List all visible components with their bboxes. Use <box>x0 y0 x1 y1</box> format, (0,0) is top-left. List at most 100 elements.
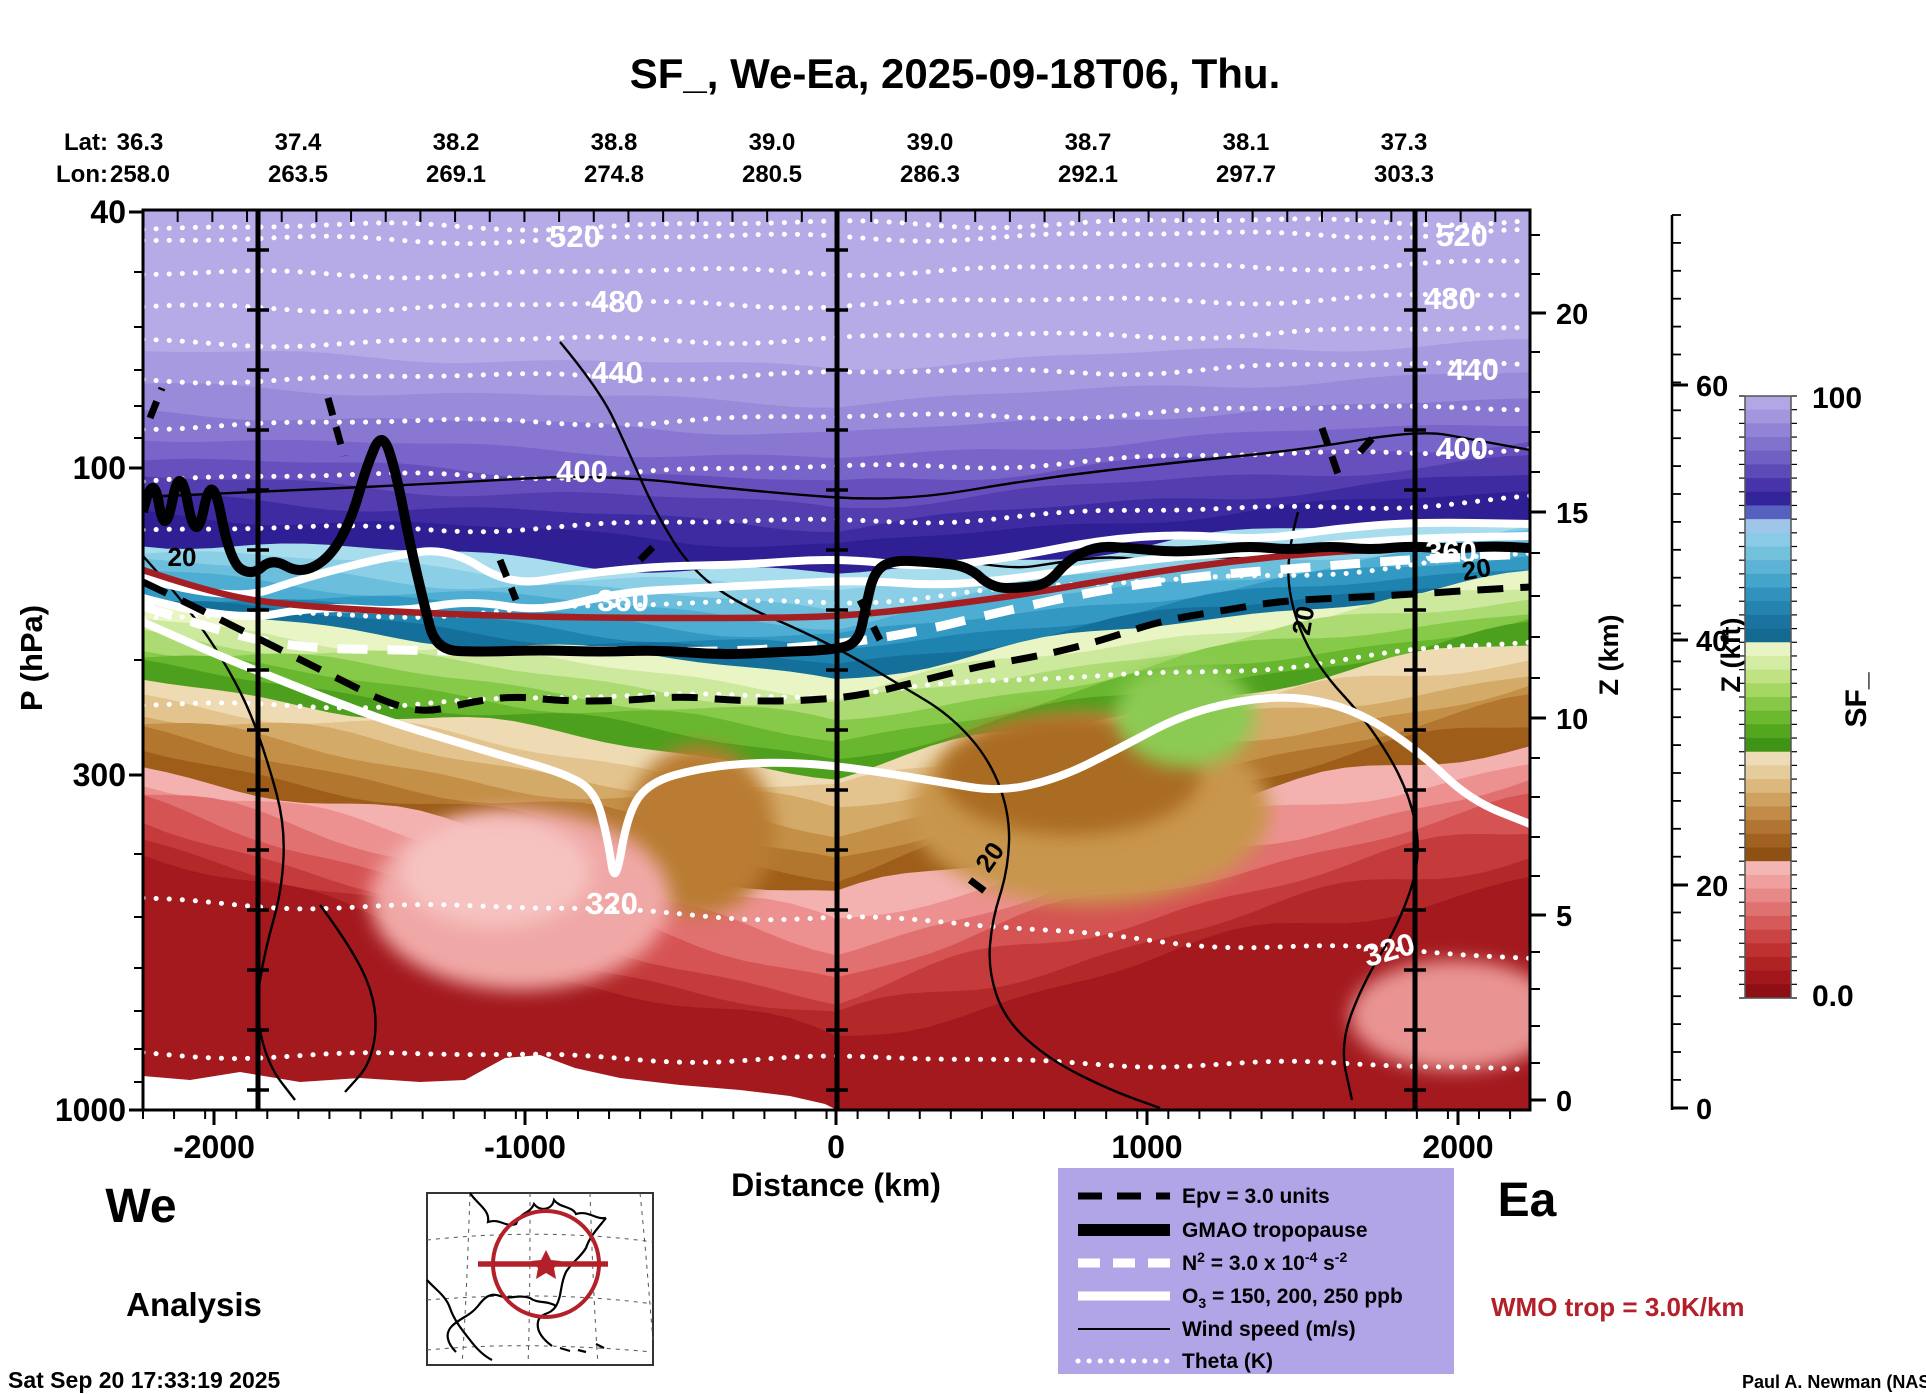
colorbar-segment <box>1745 573 1791 589</box>
lon-row-label: Lon: <box>56 161 108 188</box>
theta-label: 320 <box>586 886 638 921</box>
epv-fragment <box>1357 429 1381 455</box>
epv-fragment <box>856 598 884 642</box>
pressure-tick-label: 40 <box>90 194 126 230</box>
colorbar-segment <box>1745 929 1791 944</box>
colorbar-segment <box>1745 396 1791 411</box>
lat-value: 39.0 <box>907 129 954 156</box>
colorbar-segment <box>1745 724 1791 739</box>
distance-tick-label: -1000 <box>484 1129 566 1165</box>
lat-value: 38.8 <box>591 129 638 156</box>
lon-value: 263.5 <box>268 161 328 188</box>
colorbar-segment <box>1745 655 1791 671</box>
zkft-tick-label: 40 <box>1696 626 1728 658</box>
colorbar-segment <box>1745 902 1791 917</box>
colorbar-segment <box>1745 697 1791 712</box>
east-endpoint-label: Ea <box>1498 1174 1557 1227</box>
lat-value: 38.1 <box>1223 129 1270 156</box>
colorbar-segment <box>1745 683 1791 698</box>
gmao-line <box>143 435 1530 660</box>
zkft-tick-label: 20 <box>1696 871 1728 903</box>
epv-fragment <box>967 877 993 898</box>
colorbar-title: SF_ <box>1840 672 1873 727</box>
colorbar-segment <box>1745 970 1791 985</box>
field-blob <box>400 817 590 927</box>
terrain <box>143 1055 837 1110</box>
epv-fragment <box>496 558 520 602</box>
distance-tick-label: 2000 <box>1422 1129 1493 1165</box>
epv-fragment <box>1318 426 1342 476</box>
epv-fragment <box>637 537 663 563</box>
waypoint-lines <box>247 210 1426 1110</box>
zkm-tick-label: 0 <box>1556 1086 1572 1118</box>
colorbar-segment <box>1745 546 1791 561</box>
credit: Paul A. Newman (NASA <box>1742 1372 1926 1392</box>
zkm-tick-label: 5 <box>1556 901 1572 933</box>
colorbar-segment <box>1745 505 1791 520</box>
colorbar-segment <box>1745 833 1791 849</box>
lat-value: 38.2 <box>433 129 480 156</box>
theta-label: 480 <box>1424 281 1476 316</box>
theta-label: 440 <box>591 355 643 390</box>
lon-value: 258.0 <box>110 161 170 188</box>
theta-label: 360 <box>597 583 649 618</box>
colorbar-segment <box>1745 792 1791 808</box>
legend-label: N2 = 3.0 x 10-4 s-2 <box>1182 1249 1347 1275</box>
colorbar-segment <box>1745 847 1791 862</box>
colorbar-segment <box>1745 751 1791 767</box>
theta-label: 520 <box>549 219 601 254</box>
theta-label: 400 <box>556 454 608 489</box>
page-title: SF_, We-Ea, 2025-09-18T06, Thu. <box>630 50 1281 97</box>
zkm-tick-label: 10 <box>1556 704 1588 736</box>
theta-label: 480 <box>591 284 643 319</box>
theta-label: 440 <box>1447 352 1499 387</box>
lat-value: 38.7 <box>1065 129 1112 156</box>
axis-ticks <box>129 210 1546 1125</box>
map-transect-marker <box>478 1209 608 1319</box>
wind-speed-label: 20 <box>1286 604 1321 638</box>
theta-label: 360 <box>1425 534 1477 569</box>
colorbar-segment <box>1745 491 1791 507</box>
legend-label: O3 = 150, 200, 250 ppb <box>1182 1285 1403 1311</box>
zkm-axis-label: Z (km) <box>1594 615 1624 696</box>
colorbar-segment <box>1745 642 1791 657</box>
colorbar-segment <box>1745 560 1791 575</box>
ozone-contour <box>143 518 1530 599</box>
theta-label: 400 <box>1436 431 1488 466</box>
colorbar-segment <box>1745 450 1791 466</box>
colorbar-segment <box>1745 669 1791 684</box>
lat-value: 37.4 <box>275 129 322 156</box>
legend-label: Wind speed (m/s) <box>1182 1318 1356 1341</box>
lat-value: 37.3 <box>1381 129 1428 156</box>
zkft-axis: 60 40 20 0 <box>1670 214 1728 1126</box>
colorbar-segment <box>1745 806 1791 821</box>
legend-label: Theta (K) <box>1182 1350 1273 1373</box>
zkft-tick-label: 60 <box>1696 371 1728 403</box>
colorbar-segment <box>1745 601 1791 616</box>
terrain-silhouette <box>143 1055 837 1110</box>
map-coastline <box>426 1192 607 1361</box>
colorbar-segment <box>1745 765 1791 780</box>
lon-values: 258.0 263.5 269.1 274.8 280.5 286.3 292.1 297.7… <box>110 161 1434 188</box>
distance-tick-label: -2000 <box>173 1129 255 1165</box>
pressure-tick-label: 100 <box>73 450 126 486</box>
wmo-trop-note: WMO trop = 3.0K/km <box>1491 1292 1745 1322</box>
wind-contour <box>319 904 377 1093</box>
wind-contour <box>1287 511 1419 1101</box>
pressure-tick-label: 1000 <box>55 1092 126 1128</box>
lat-value: 39.0 <box>749 129 796 156</box>
lat-values: 36.3 37.4 38.2 38.8 39.0 39.0 38.7 38.1 37.3 <box>117 129 1428 156</box>
colorbar-segment <box>1745 532 1791 548</box>
legend: Epv = 3.0 units GMAO tropopause N2 = 3.0 x… <box>1058 1168 1454 1374</box>
wind-contour <box>559 341 1161 1110</box>
lon-value: 286.3 <box>900 161 960 188</box>
colorbar-segment <box>1745 710 1791 725</box>
colorbar-segment <box>1745 519 1791 534</box>
pressure-axis-label: P (hPa) <box>14 605 49 711</box>
west-endpoint-label: We <box>105 1180 176 1233</box>
legend-label: Epv = 3.0 units <box>1182 1185 1330 1208</box>
distance-axis-label: Distance (km) <box>731 1167 941 1203</box>
colorbar-segment <box>1745 423 1791 438</box>
map-frame <box>426 1192 654 1366</box>
